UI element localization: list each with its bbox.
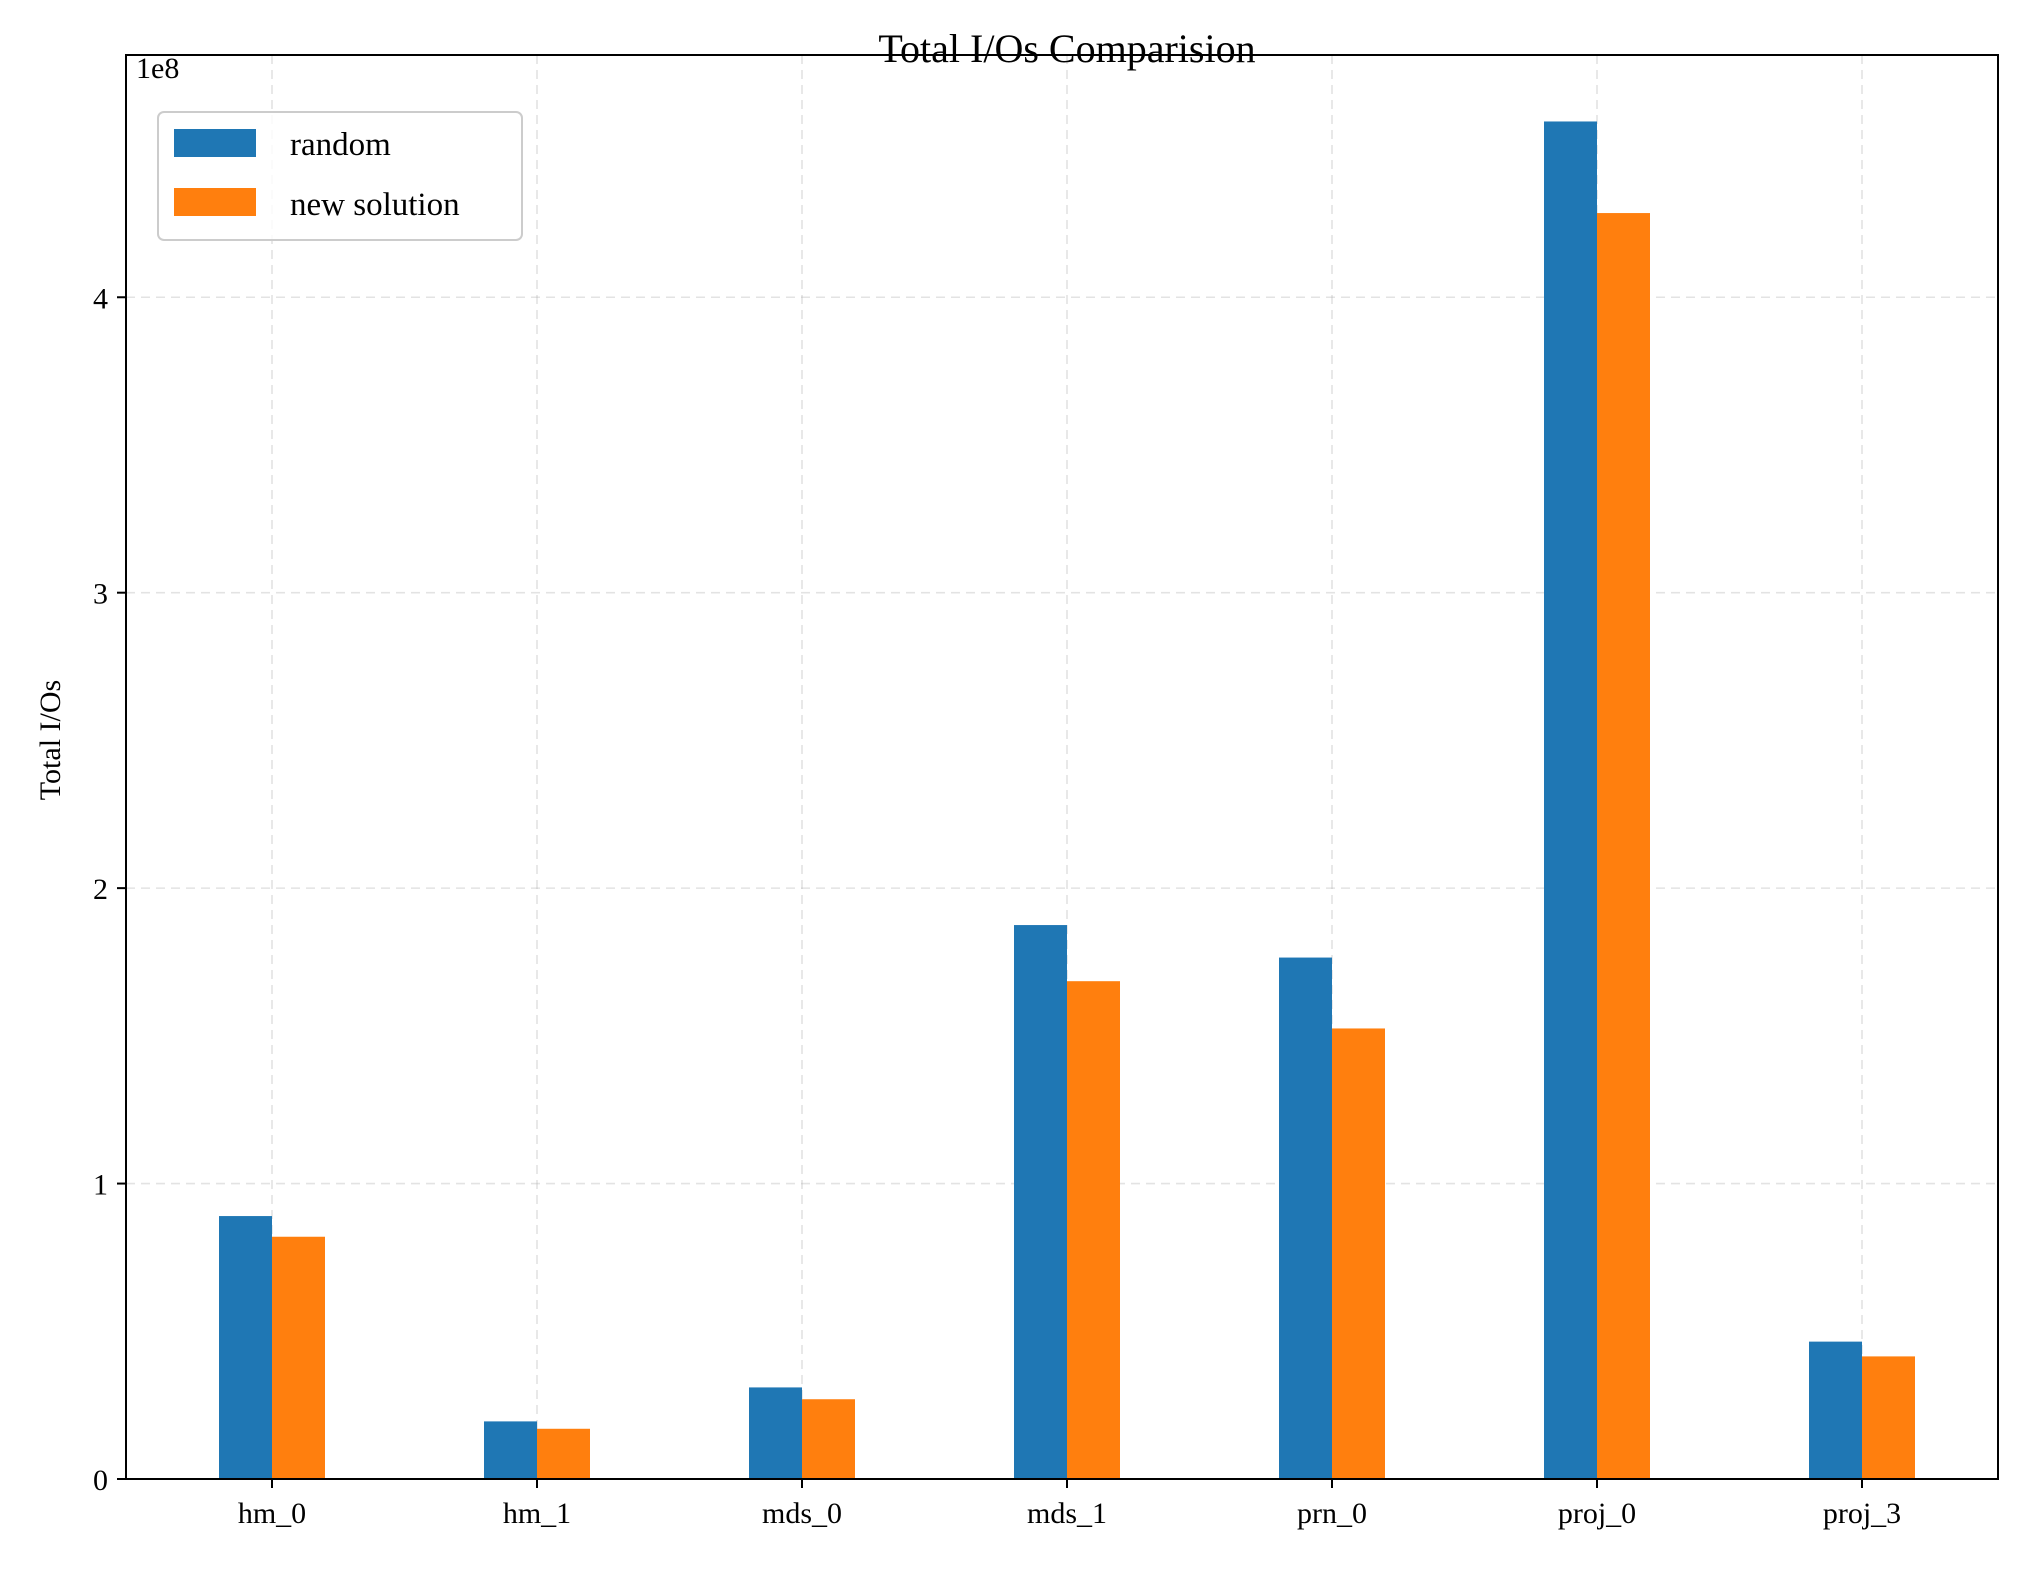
y-tick-label: 0 (93, 1464, 108, 1497)
x-tick-label: prn_0 (1297, 1497, 1367, 1530)
legend-swatch-random (174, 129, 256, 157)
y-tick-label: 3 (93, 578, 108, 611)
bar-random-hm-1 (484, 1421, 537, 1479)
bar-new-solution-proj-3 (1862, 1356, 1915, 1479)
y-tick-label: 4 (93, 282, 108, 315)
legend-swatch-new-solution (174, 188, 256, 216)
y-tick-label: 2 (93, 873, 108, 906)
chart-title: Total I/Os Comparision (878, 26, 1255, 71)
bar-new-solution-hm-0 (272, 1236, 325, 1479)
x-tick-label: proj_3 (1823, 1497, 1901, 1530)
x-tick-label: mds_1 (1027, 1497, 1107, 1530)
legend: random new solution (157, 111, 523, 241)
bar-new-solution-hm-1 (537, 1428, 590, 1479)
y-tick-label: 1 (93, 1169, 108, 1202)
bar-random-proj-0 (1544, 121, 1597, 1480)
x-tick-label: hm_1 (503, 1497, 571, 1530)
bar-new-solution-prn-0 (1332, 1028, 1385, 1479)
legend-label-new-solution: new solution (290, 187, 460, 223)
bar-new-solution-mds-1 (1067, 981, 1120, 1479)
axis-ticks: 0 1 2 3 4 hm_0 hm_1 mds_0 mds_1 prn_0 proj_0 proj_3 (93, 282, 1901, 1530)
bar-new-solution-proj-0 (1597, 213, 1650, 1479)
y-axis-offset-label: 1e8 (136, 52, 179, 85)
plot-frame (125, 54, 1999, 1480)
bar-random-hm-0 (219, 1216, 272, 1479)
bars (219, 121, 1915, 1480)
legend-label-random: random (290, 127, 391, 163)
x-tick-label: proj_0 (1558, 1497, 1636, 1530)
bar-random-mds-1 (1014, 925, 1067, 1479)
x-tick-label: hm_0 (238, 1497, 306, 1530)
bar-new-solution-mds-0 (802, 1399, 855, 1479)
bar-random-prn-0 (1279, 957, 1332, 1479)
bar-random-mds-0 (749, 1387, 802, 1479)
y-axis-label: Total I/Os (34, 680, 67, 800)
x-tick-label: mds_0 (762, 1497, 842, 1530)
bar-random-proj-3 (1809, 1341, 1862, 1479)
